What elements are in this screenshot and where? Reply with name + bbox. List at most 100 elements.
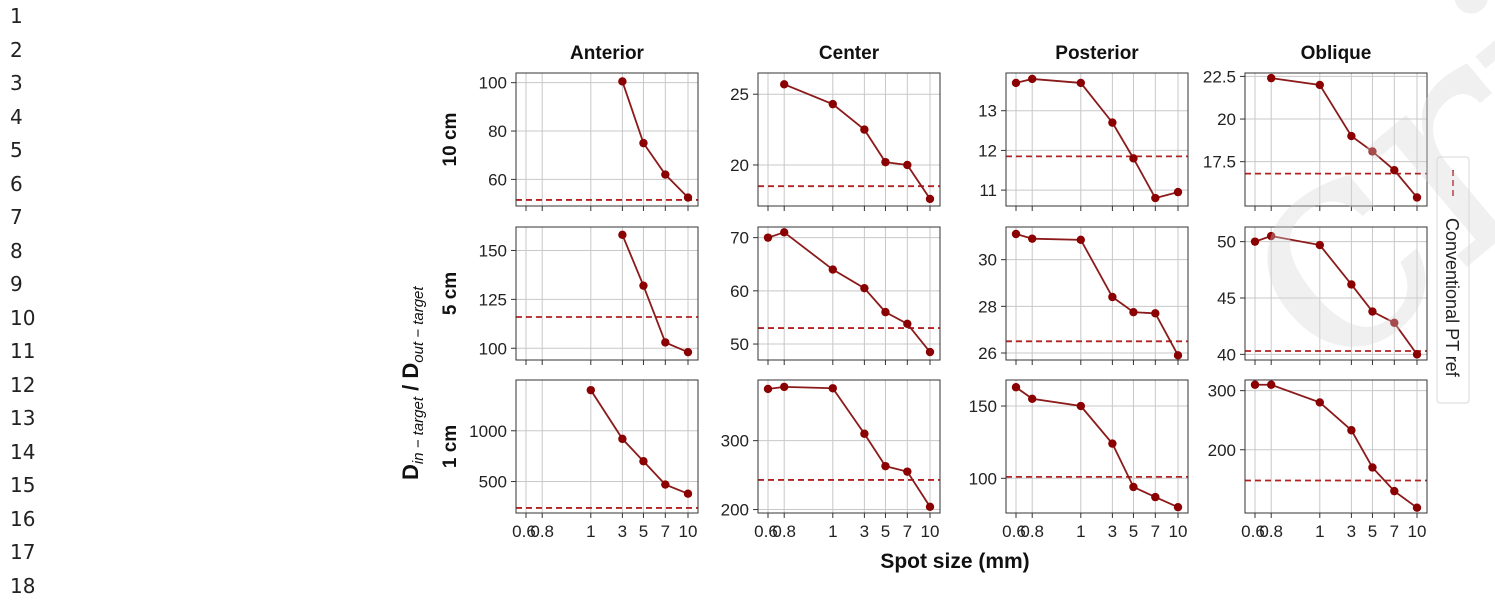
- x-tick-label: 0.6: [754, 522, 778, 541]
- panel-frame: [1005, 379, 1189, 514]
- y-tick-label: 22.5: [1203, 67, 1236, 86]
- y-tick-label: 150: [479, 241, 507, 260]
- panel-5cm-posterior: 26 28 30: [978, 226, 1189, 365]
- column-title: Oblique: [1301, 43, 1372, 64]
- data-point: [1390, 165, 1399, 175]
- data-point: [780, 228, 789, 237]
- data-point: [1267, 380, 1276, 389]
- data-point: [763, 233, 773, 242]
- data-point: [1076, 78, 1086, 88]
- line-number: 9: [10, 272, 23, 296]
- data-point: [1250, 237, 1260, 246]
- data-point: [881, 461, 890, 471]
- y-label-base-2: D: [398, 363, 423, 379]
- panel-frame: [757, 379, 941, 514]
- x-tick-label: 0.8: [1259, 522, 1283, 541]
- data-point: [1011, 229, 1021, 239]
- x-tick-label: 5: [639, 522, 648, 541]
- panel-frame: [757, 226, 941, 361]
- series-line: [621, 81, 689, 199]
- data-point: [881, 157, 890, 167]
- data-point: [1368, 463, 1377, 472]
- y-tick-label: 200: [721, 501, 749, 520]
- data-point: [925, 194, 935, 204]
- series-line: [621, 234, 689, 354]
- line-number: 16: [10, 506, 36, 531]
- data-point: [639, 457, 648, 466]
- y-tick-label: 30: [978, 251, 997, 270]
- data-point: [1390, 318, 1399, 328]
- data-point: [1129, 307, 1138, 317]
- y-tick-label: 100: [479, 74, 507, 93]
- data-point: [1076, 235, 1086, 245]
- panel-frame: [515, 226, 699, 361]
- data-point: [683, 489, 693, 498]
- data-point: [1108, 292, 1117, 302]
- data-point: [639, 138, 648, 148]
- y-tick-label: 17.5: [1203, 153, 1236, 172]
- y-tick-label: 60: [488, 170, 507, 189]
- y-tick-label: 20: [730, 156, 749, 175]
- x-tick-label: 0.8: [1020, 522, 1044, 541]
- y-tick-label: 1000: [469, 422, 507, 441]
- y-tick-label: 50: [730, 335, 749, 354]
- y-label-separator: /: [398, 379, 423, 397]
- x-tick-label: 5: [1129, 522, 1138, 541]
- line-number: 6: [10, 171, 23, 196]
- panel-frame: [1244, 72, 1428, 207]
- x-tick-label: 5: [881, 522, 890, 541]
- data-point: [1028, 394, 1037, 403]
- x-tick-label: 7: [1390, 522, 1399, 541]
- panel-10cm-anterior: 60 80 100 Anterior 10 cm: [440, 43, 699, 211]
- y-label-sub-2: out − target: [410, 286, 427, 363]
- panel-frame: [1005, 226, 1189, 361]
- data-point: [618, 77, 627, 86]
- data-point: [1368, 147, 1377, 156]
- x-tick-label: 1: [828, 522, 837, 541]
- data-point: [860, 125, 869, 134]
- data-point: [1412, 503, 1422, 512]
- panel-frame: [1244, 379, 1428, 514]
- series-line: [1015, 386, 1179, 509]
- line-number: 17: [10, 540, 36, 564]
- legend: Conventional PT ref: [1436, 156, 1470, 404]
- y-tick-label: 11: [979, 181, 997, 200]
- x-tick-label: 3: [1108, 522, 1117, 541]
- y-tick-label: 25: [730, 85, 749, 104]
- data-point: [1108, 118, 1117, 127]
- x-tick-label: 0.6: [512, 522, 536, 541]
- y-tick-label: 300: [1208, 382, 1236, 401]
- panel-1cm-anterior: 500 1000 0.60.8 1 3 5 7 10 1 cm: [440, 379, 699, 541]
- data-point: [903, 160, 912, 170]
- data-point: [1151, 193, 1160, 203]
- panel-1cm-center: 200 300 0.60.8 1 3 5 7 10: [721, 379, 941, 541]
- data-point: [683, 347, 693, 357]
- y-tick-label: 100: [479, 339, 507, 358]
- line-number: 13: [10, 406, 36, 430]
- y-tick-label: 80: [488, 122, 507, 141]
- panel-frame: [515, 72, 699, 207]
- data-point: [1315, 240, 1325, 250]
- data-point: [1267, 231, 1276, 241]
- data-point: [925, 347, 935, 357]
- data-point: [881, 307, 890, 317]
- data-point: [1173, 187, 1183, 197]
- panel-frame: [757, 72, 941, 207]
- data-point: [586, 385, 595, 395]
- data-point: [1315, 398, 1325, 407]
- line-number: 12: [10, 372, 36, 397]
- panel-10cm-center: 20 25 Center: [730, 43, 941, 211]
- data-point: [1347, 426, 1356, 435]
- y-tick-label: 28: [978, 297, 997, 316]
- data-point: [1076, 401, 1086, 411]
- x-axis-label: Spot size (mm): [880, 550, 1029, 573]
- column-title: Center: [819, 43, 880, 64]
- line-number: 7: [10, 205, 23, 229]
- data-point: [1390, 486, 1399, 496]
- x-tick-label: 10: [1408, 522, 1427, 541]
- panel-1cm-posterior: 100 150 0.60.8 1 3 5 7 10: [969, 379, 1189, 541]
- data-point: [925, 502, 935, 511]
- data-point: [683, 193, 693, 202]
- panel-5cm-anterior: 100 125 150 5 cm: [440, 226, 699, 365]
- x-tick-label: 10: [921, 522, 940, 541]
